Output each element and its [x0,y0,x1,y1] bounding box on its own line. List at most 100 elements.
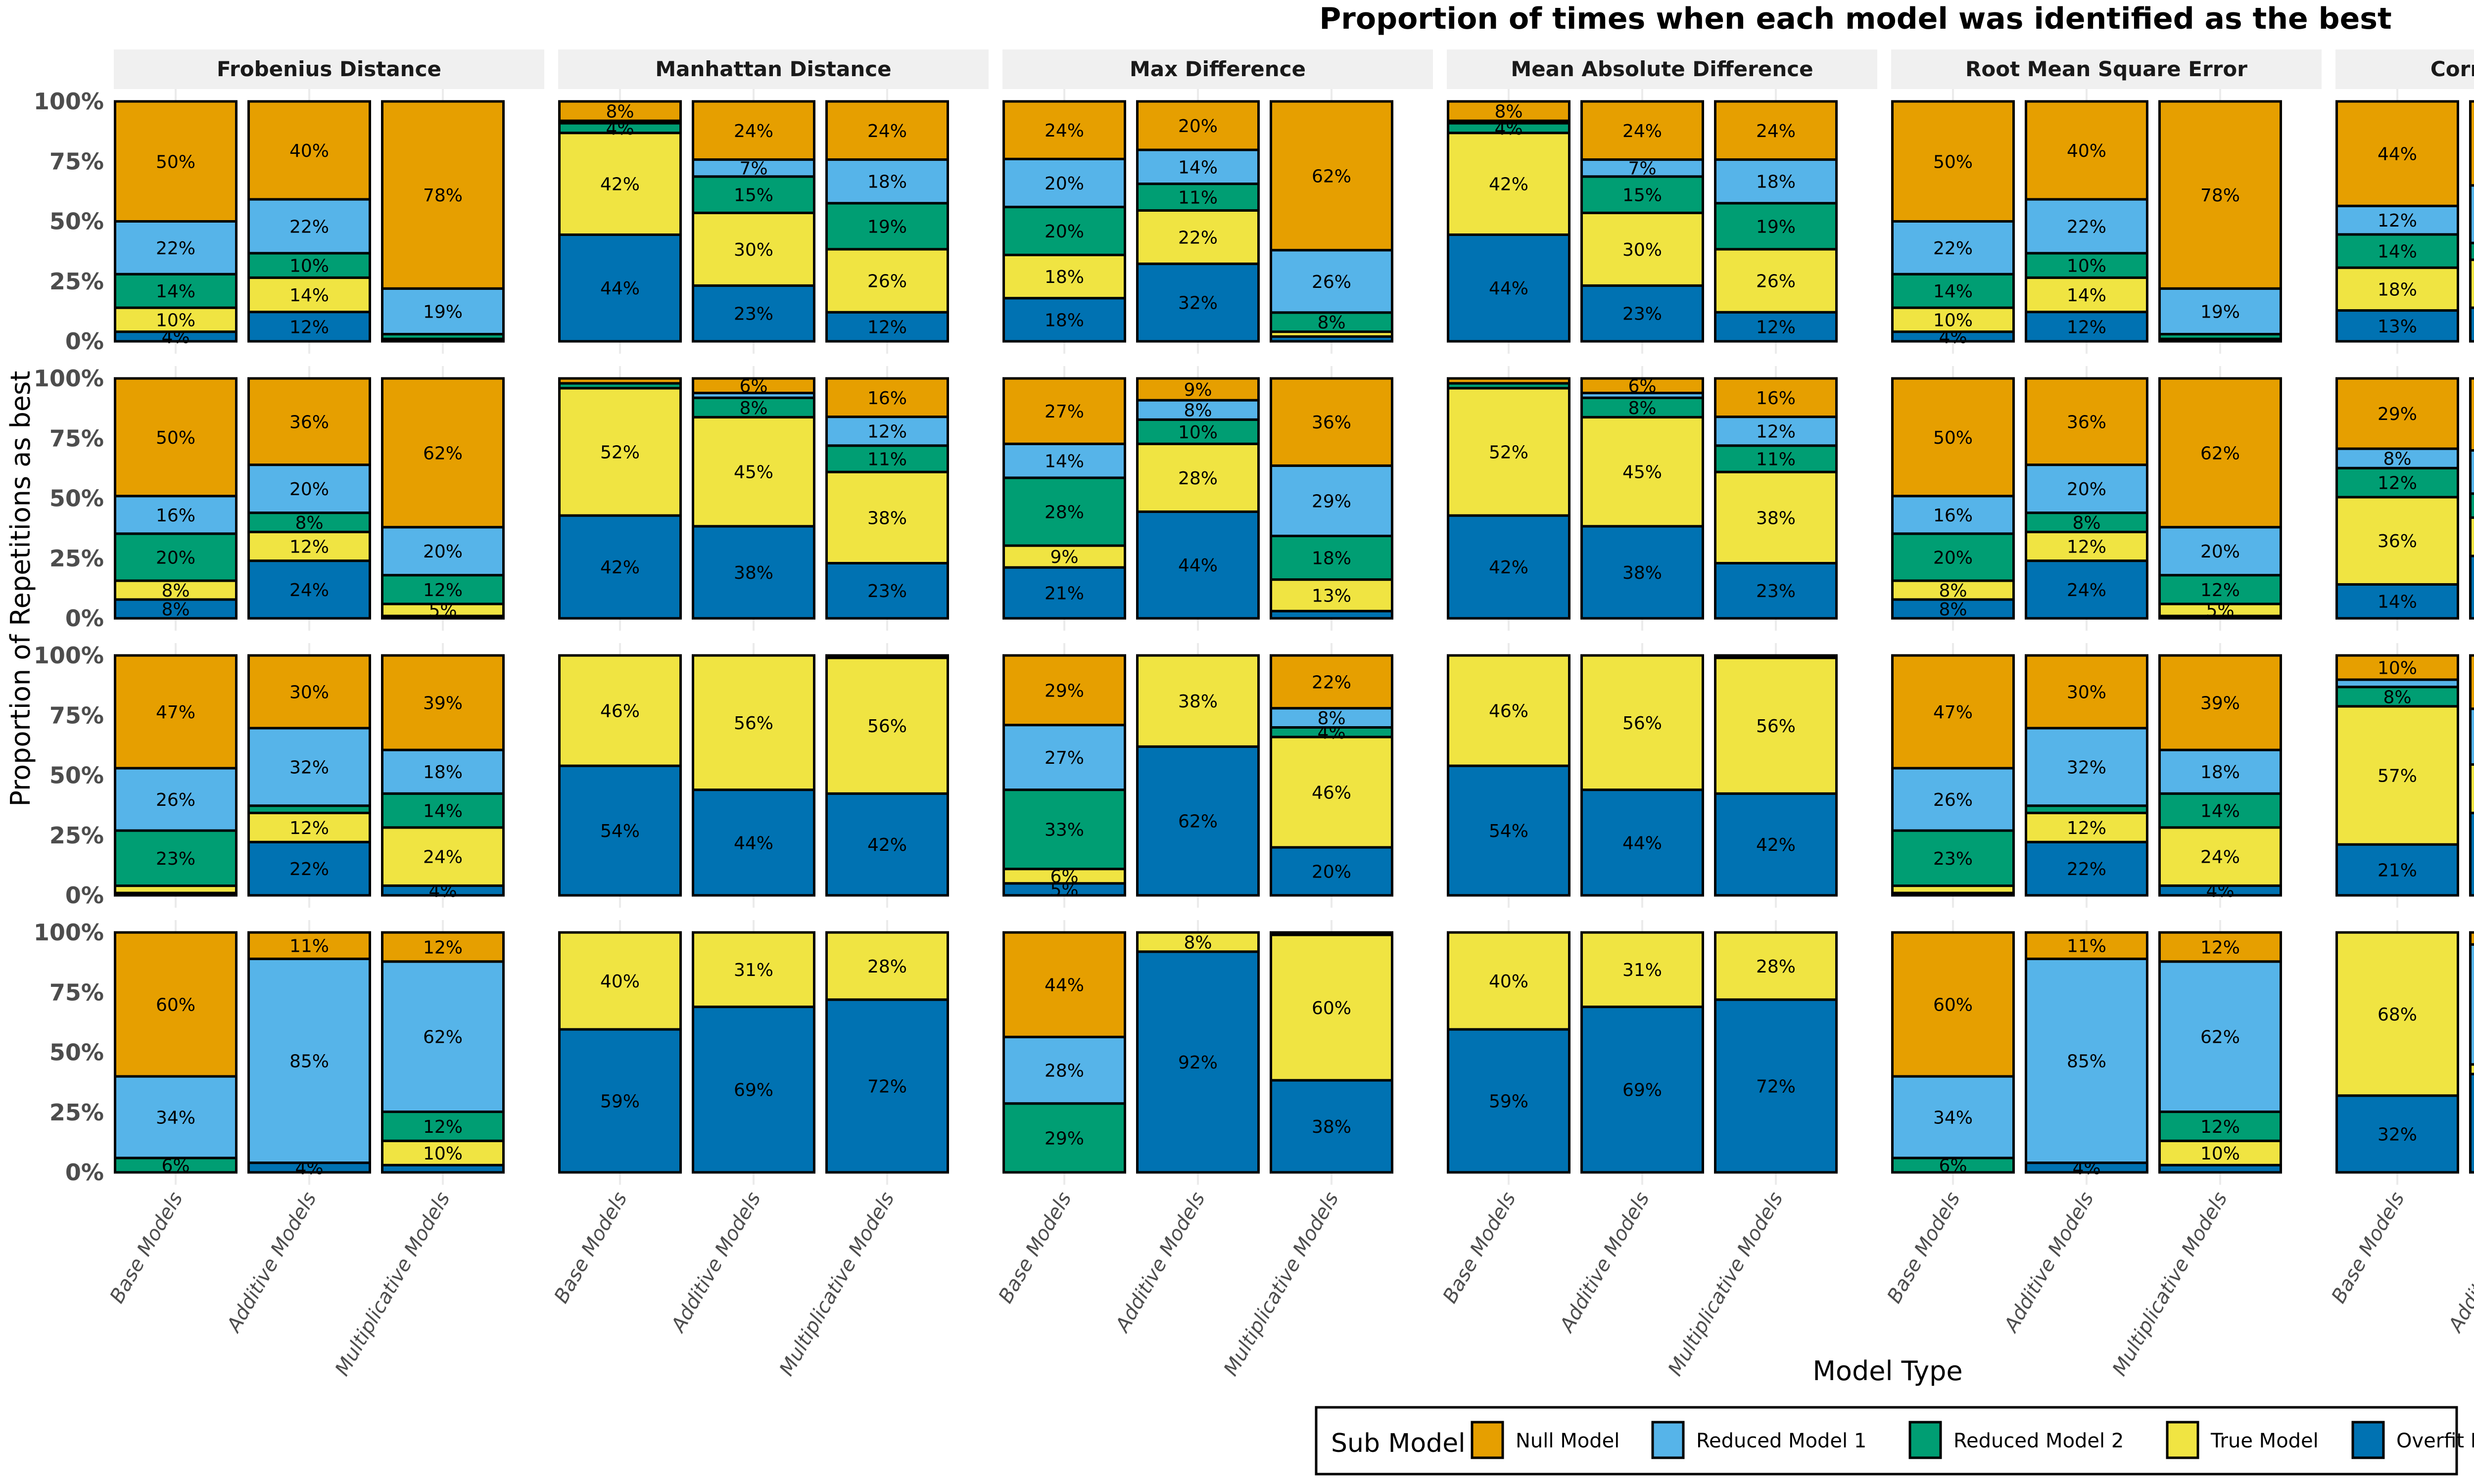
stacked-bar: 4%10%14%22%50% [1891,100,2015,347]
stacked-bar: 23% 30% 15% 7% 24% [1580,100,1704,343]
segment-label: 40% [2067,141,2106,161]
bar-segment-over [1580,525,1704,620]
legend-item: Reduced Model 2 [1908,1421,2124,1459]
segment-label: 8% [1939,600,1967,620]
stacked-bar: 4%24%14%18%39% [381,654,505,901]
segment-label: 8% [2072,513,2100,533]
bar-segment-red1 [2469,184,2474,244]
segment-label: 8% [1939,581,1967,601]
bar-segment-red2 [1136,418,1260,445]
segment-label: 54% [1489,821,1528,841]
legend-title: Sub Model [1331,1429,1466,1458]
bar-segment-null [1002,377,1126,445]
segment-label: 20% [2067,479,2106,500]
legend-swatch [1908,1421,1942,1459]
y-tick-label: 25% [49,822,104,849]
y-tick-label: 75% [49,702,104,729]
bar-segment-over [825,792,949,897]
bar-segment-true [825,248,949,314]
bar-segment-red2 [247,511,371,533]
segment-label: 69% [734,1080,773,1101]
bar-segment-red1 [381,960,505,1113]
segment-label: 38% [867,508,907,528]
bar-segment-red1 [2158,526,2282,577]
bar-segment-red1 [1270,707,1393,729]
segment-label: 22% [1178,228,1218,248]
column-strip-background [558,49,989,89]
segment-label: 38% [1178,692,1218,712]
bar-segment-over [558,233,682,343]
segment-label: 32% [2378,1124,2417,1145]
facet-panel: 32%68%41%4%50%5%20%27%12%40% [2335,920,2474,1185]
segment-label: 6% [1628,376,1656,397]
segment-label: 52% [1489,442,1528,463]
stacked-bar: 72% 28% [1714,931,1838,1174]
segment-label: 36% [2378,531,2417,552]
stacked-bar: 44% 56% [1580,654,1704,897]
stacked-bar: 42% 56% [1714,654,1838,897]
segment-label: 21% [1045,584,1084,604]
segment-label: 36% [289,412,329,432]
segment-label: 12% [2200,1117,2240,1137]
segment-label: 18% [2200,762,2240,783]
segment-label: 26% [1933,790,1973,810]
bar-segment-true [1270,933,1393,1082]
y-tick-label: 25% [49,268,104,295]
segment-label: 23% [1756,581,1796,602]
segment-label: 18% [423,762,463,783]
segment-label: 18% [1312,549,1351,569]
segment-label: 15% [734,186,773,206]
bar-segment-null [1270,931,1393,936]
bar-segment-red2 [114,829,238,887]
chart-title: Proportion of times when each model was … [1319,1,2391,36]
bar-segment-over [1580,788,1704,897]
bar-segment-null [1136,100,1260,151]
y-tick-label: 75% [49,979,104,1006]
segment-label: 12% [2200,580,2240,601]
segment-label: 8% [2383,687,2411,707]
segment-label: 23% [156,849,195,869]
segment-label: 32% [289,757,329,778]
bar-segment-null [1270,100,1393,252]
bar-segment-red1 [2025,464,2148,514]
segment-label: 26% [156,790,195,810]
bar-segment-null [2335,377,2459,450]
stacked-bar: 54% 46% [558,654,682,897]
segment-label: 24% [423,847,463,868]
stacked-bar: 42% 56% [825,654,949,897]
y-axes-group: 0% 25% 50% 75% 100% 0% 25% 50% 75% 100% 0% 25% 50% 75… [34,88,104,1186]
segment-label: 14% [156,281,195,302]
bar-segment-over [1714,792,1838,897]
segment-label: 60% [1933,995,1973,1016]
segment-label: 22% [1933,238,1973,259]
facet-panel: 18% 18% 20% 20% 24% 32% 22% 11% 14% 20% 8% 26% 62% [1002,89,1393,354]
bar-segment-null [692,100,815,161]
bar-segment-null [1447,100,1570,122]
bar-segment-red2 [1136,183,1260,212]
bar-segment-true [1714,931,1838,1001]
bar-segment-true [692,416,815,528]
stacked-bar: 19% 78% [381,100,505,343]
segment-label: 46% [600,701,640,722]
segment-label: 10% [156,310,195,330]
bar-segment-null [558,100,682,122]
segment-label: 26% [1756,272,1796,292]
segment-label: 22% [289,859,329,880]
segment-label: 68% [2378,1005,2417,1025]
segment-label: 42% [1489,557,1528,578]
stacked-bar: 4%85%11% [2025,931,2148,1178]
segment-label: 10% [2378,658,2417,678]
segment-label: 11% [1756,449,1796,469]
stacked-bar: 20%46%4%8%22% [1270,654,1393,897]
bar-segment-over [692,788,815,897]
segment-label: 10% [289,256,329,277]
bar-segment-null [1891,100,2015,223]
column-strip-background [1002,49,1433,89]
segment-label: 20% [1045,222,1084,242]
segment-label: 18% [2378,279,2417,300]
segment-label: 14% [2200,801,2240,822]
bar-segment-red2 [1002,1102,1126,1174]
x-axis-title: Model Type [1812,1355,1962,1387]
segment-label: 39% [2200,694,2240,714]
segment-label: 6% [739,376,767,397]
